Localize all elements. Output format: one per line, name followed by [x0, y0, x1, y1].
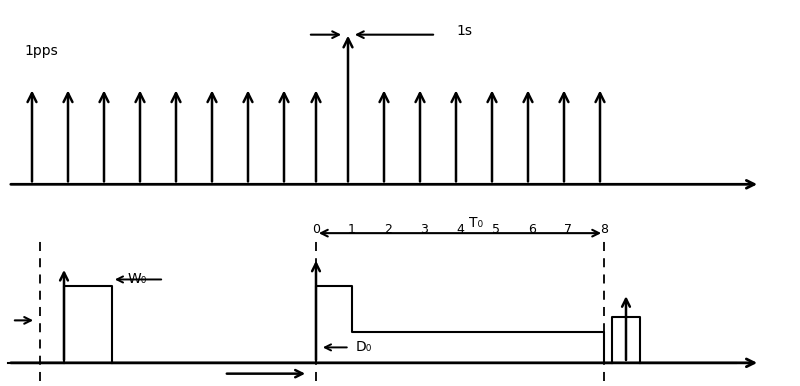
Text: 1s: 1s [456, 24, 472, 38]
Text: 7: 7 [564, 223, 572, 236]
Text: 5: 5 [492, 223, 500, 236]
Text: 2: 2 [384, 223, 392, 236]
Text: 6: 6 [528, 223, 536, 236]
Text: 1pps: 1pps [24, 44, 58, 58]
Text: W₀: W₀ [128, 273, 147, 286]
Text: 4: 4 [456, 223, 464, 236]
Text: T₀: T₀ [469, 216, 483, 230]
Text: 0: 0 [312, 223, 320, 236]
Text: D₀: D₀ [356, 340, 372, 354]
Text: 1: 1 [348, 223, 356, 236]
Text: 8: 8 [600, 223, 608, 236]
Text: 3: 3 [420, 223, 428, 236]
